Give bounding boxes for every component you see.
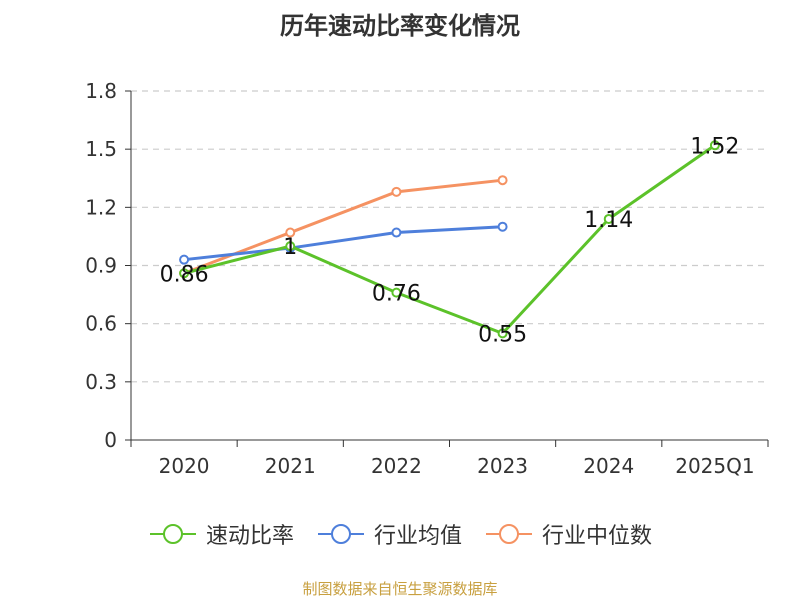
data-point-series-2: [497, 175, 508, 186]
legend-item-series-1[interactable]: 行业均值: [316, 518, 462, 550]
legend-item-series-0[interactable]: 速动比率: [148, 518, 294, 550]
x-tick-label: 2025Q1: [675, 454, 754, 478]
data-label: 0.76: [372, 282, 421, 307]
data-point-series-0: [497, 328, 508, 339]
data-point-series-1: [391, 227, 402, 238]
legend-line-marker-icon: [486, 524, 532, 544]
data-label: 1: [283, 235, 297, 260]
data-label: 0.86: [160, 262, 209, 287]
y-tick-label: 1.8: [85, 79, 117, 103]
y-tick-label: 0.9: [85, 254, 117, 278]
legend: 速动比率 行业均值 行业中位数: [0, 518, 800, 550]
data-point-series-0: [391, 287, 402, 298]
data-point-series-1: [497, 221, 508, 232]
data-point-series-1: [179, 254, 190, 265]
chart-title: 历年速动比率变化情况: [280, 12, 520, 40]
data-label-layer: 0.86 1 0.76 0.55 1.14 1.52: [160, 134, 740, 347]
legend-line-marker-icon: [149, 524, 196, 544]
y-tick-label: 1.5: [85, 137, 117, 161]
data-label: 0.55: [478, 322, 527, 347]
x-tick-label: 2024: [583, 454, 634, 478]
data-point-series-0: [603, 213, 614, 224]
series-line-0: [183, 144, 716, 335]
source-note: 制图数据来自恒生聚源数据库: [302, 580, 498, 598]
axis-layer: 0 0.3 0.6 0.9 1.2 1.5 1.8 2020 2021 2022 2023 2024 2…: [85, 79, 769, 478]
legend-label-series-2: 行业中位数: [542, 524, 653, 549]
legend-label-series-0: 速动比率: [205, 524, 294, 549]
grid-layer: [131, 90, 768, 383]
series-line-2: [183, 178, 503, 275]
y-tick-label: 0.6: [85, 312, 117, 336]
y-tick-label: 0.3: [85, 370, 117, 394]
data-point-series-0: [709, 140, 720, 151]
data-point-series-0: [285, 241, 296, 252]
data-point-series-0: [179, 268, 190, 279]
data-point-series-2: [285, 227, 296, 238]
y-tick-label: 1.2: [85, 195, 117, 219]
x-tick-label: 2020: [159, 454, 210, 478]
legend-label-series-1: 行业均值: [373, 524, 462, 549]
data-point-series-2: [391, 186, 402, 197]
legend-item-series-2[interactable]: 行业中位数: [484, 518, 652, 550]
data-label: 1.52: [690, 134, 739, 159]
legend-line-marker-icon: [317, 524, 364, 544]
series-line-1: [183, 225, 503, 262]
y-tick-label: 0: [104, 428, 117, 452]
x-tick-label: 2022: [371, 454, 422, 478]
x-tick-label: 2021: [265, 454, 316, 478]
series-layer: [179, 140, 720, 339]
data-label: 1.14: [584, 208, 633, 233]
x-tick-label: 2023: [477, 454, 528, 478]
